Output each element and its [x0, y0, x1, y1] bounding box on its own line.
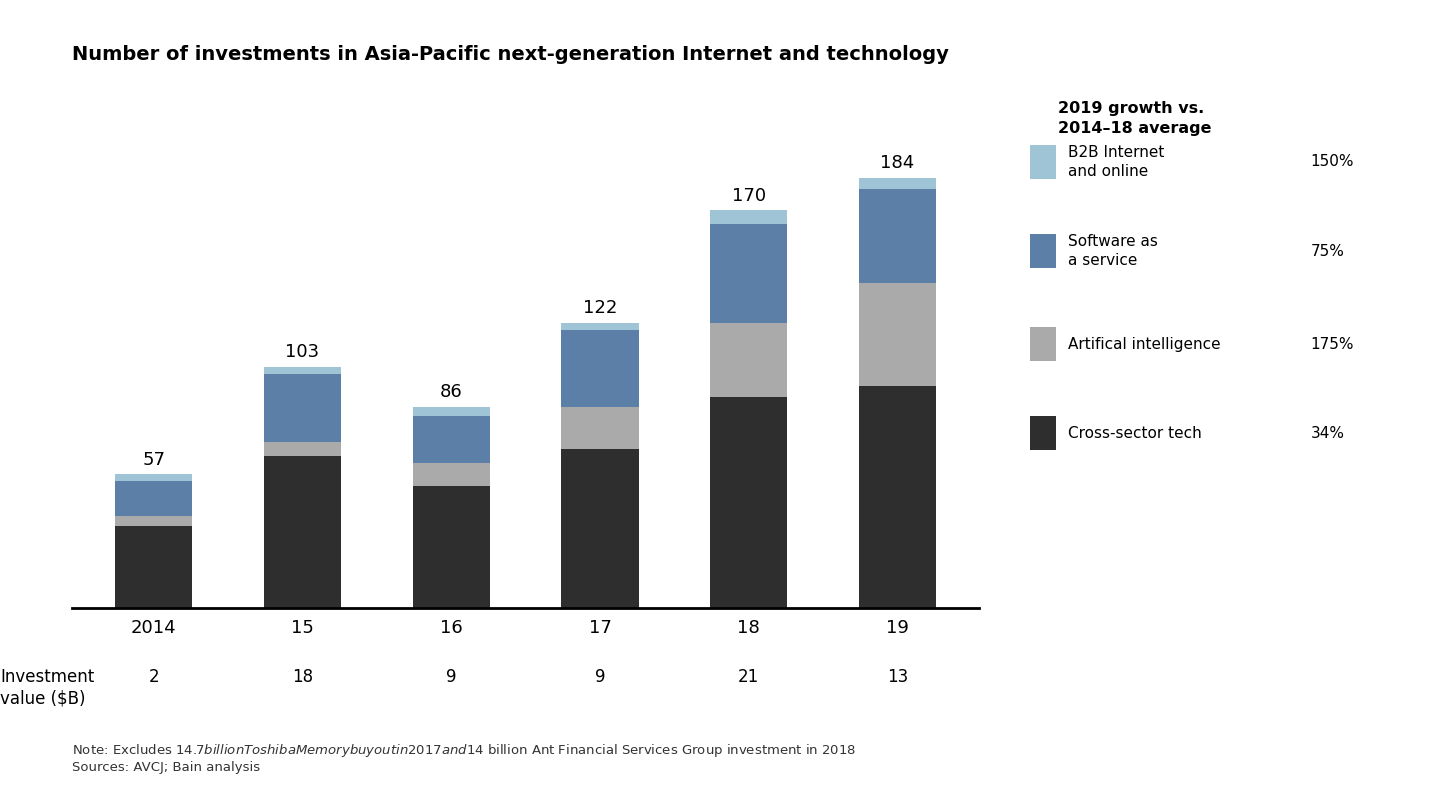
Bar — [858, 177, 936, 190]
Text: 13: 13 — [887, 668, 909, 686]
Bar — [264, 456, 341, 608]
Text: 34%: 34% — [1310, 426, 1345, 441]
Bar — [562, 407, 638, 449]
Text: B2B Internet
and online: B2B Internet and online — [1068, 145, 1165, 179]
Bar — [413, 407, 490, 416]
Text: Investment
value ($B): Investment value ($B) — [0, 668, 94, 707]
Text: 2: 2 — [148, 668, 158, 686]
Text: 9: 9 — [595, 668, 605, 686]
Text: Number of investments in Asia-Pacific next-generation Internet and technology: Number of investments in Asia-Pacific ne… — [72, 45, 949, 63]
Bar — [858, 283, 936, 386]
Text: 150%: 150% — [1310, 155, 1354, 169]
Bar — [710, 211, 788, 224]
Bar — [115, 481, 193, 517]
Text: Software as
a service: Software as a service — [1068, 234, 1158, 268]
Text: 175%: 175% — [1310, 337, 1354, 352]
Bar — [710, 397, 788, 608]
Text: 86: 86 — [439, 383, 462, 401]
Bar — [413, 463, 490, 486]
Text: 21: 21 — [739, 668, 759, 686]
Text: Cross-sector tech: Cross-sector tech — [1068, 426, 1202, 441]
Text: 2019 growth vs.
2014–18 average: 2019 growth vs. 2014–18 average — [1058, 101, 1212, 136]
Text: 184: 184 — [880, 154, 914, 172]
Bar — [562, 330, 638, 407]
Bar — [562, 322, 638, 330]
Bar — [264, 367, 341, 374]
Bar — [264, 374, 341, 441]
Text: 170: 170 — [732, 186, 766, 205]
Text: 18: 18 — [292, 668, 312, 686]
Bar — [858, 190, 936, 283]
Bar — [115, 517, 193, 526]
Bar — [858, 386, 936, 608]
Text: 103: 103 — [285, 343, 320, 361]
Text: 57: 57 — [143, 450, 166, 468]
Text: 122: 122 — [583, 299, 618, 317]
Bar — [710, 224, 788, 322]
Bar — [115, 475, 193, 481]
Text: Note: Excludes $14.7 billion Toshiba Memory buyout in 2017 and $14 billion Ant F: Note: Excludes $14.7 billion Toshiba Mem… — [72, 741, 857, 774]
Bar — [413, 486, 490, 608]
Text: 75%: 75% — [1310, 244, 1345, 258]
Bar — [710, 322, 788, 397]
Bar — [115, 526, 193, 608]
Text: Artifical intelligence: Artifical intelligence — [1068, 337, 1221, 352]
Bar — [413, 416, 490, 463]
Bar — [264, 441, 341, 456]
Text: 9: 9 — [446, 668, 456, 686]
Bar — [562, 449, 638, 608]
